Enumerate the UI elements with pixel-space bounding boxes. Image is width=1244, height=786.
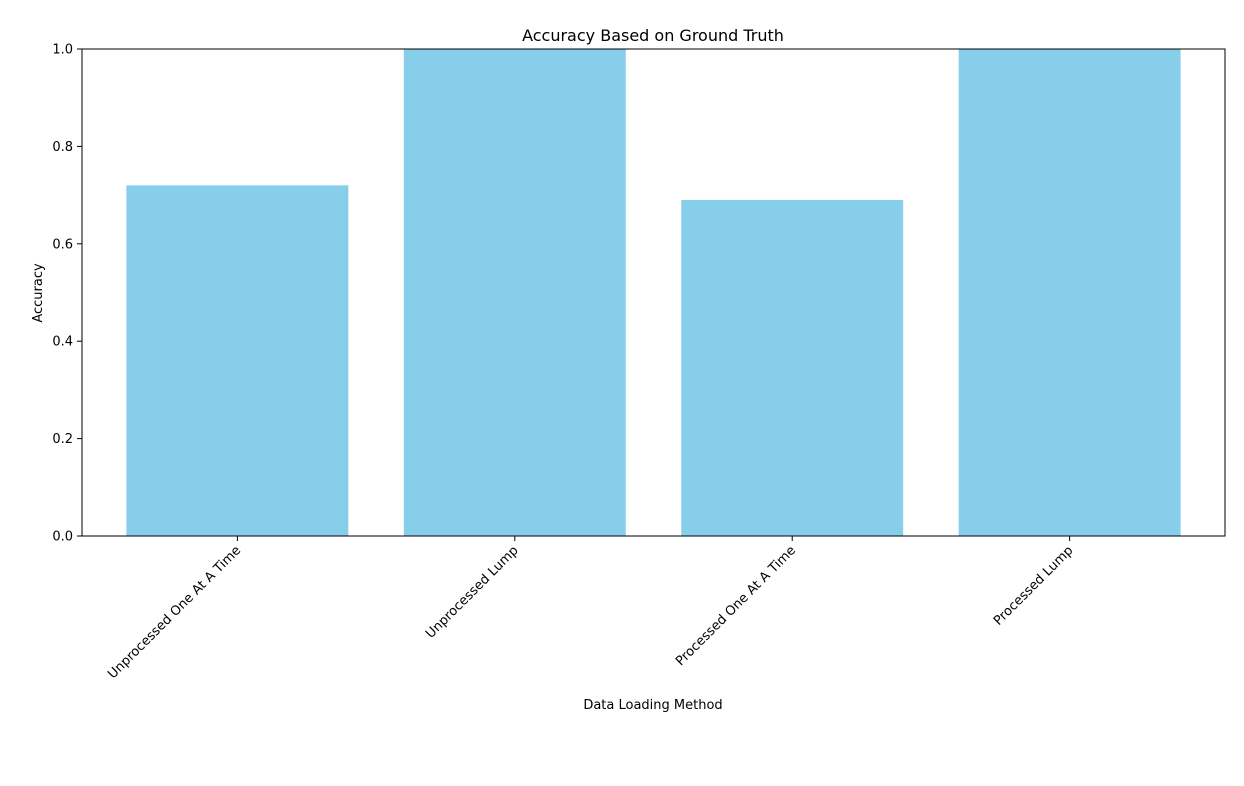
bar [403, 49, 626, 536]
bar [958, 49, 1181, 536]
y-axis-label: Accuracy [31, 263, 46, 323]
y-tick-label: 1.0 [52, 43, 73, 58]
chart-title: Accuracy Based on Ground Truth [522, 26, 784, 45]
y-tick-label: 0.6 [52, 237, 73, 252]
y-tick-label: 0.4 [52, 335, 73, 350]
y-tick-label: 0.8 [52, 140, 73, 155]
y-tick-label: 0.2 [52, 432, 73, 447]
x-axis-label: Data Loading Method [583, 698, 722, 713]
bar [681, 199, 904, 536]
y-tick-label: 0.0 [52, 530, 73, 545]
bars-group [126, 49, 1181, 537]
bar [126, 185, 349, 537]
plot-frame [81, 48, 1226, 537]
y-axis: 0.0 0.2 0.4 0.6 0.8 1.0 [52, 43, 82, 545]
